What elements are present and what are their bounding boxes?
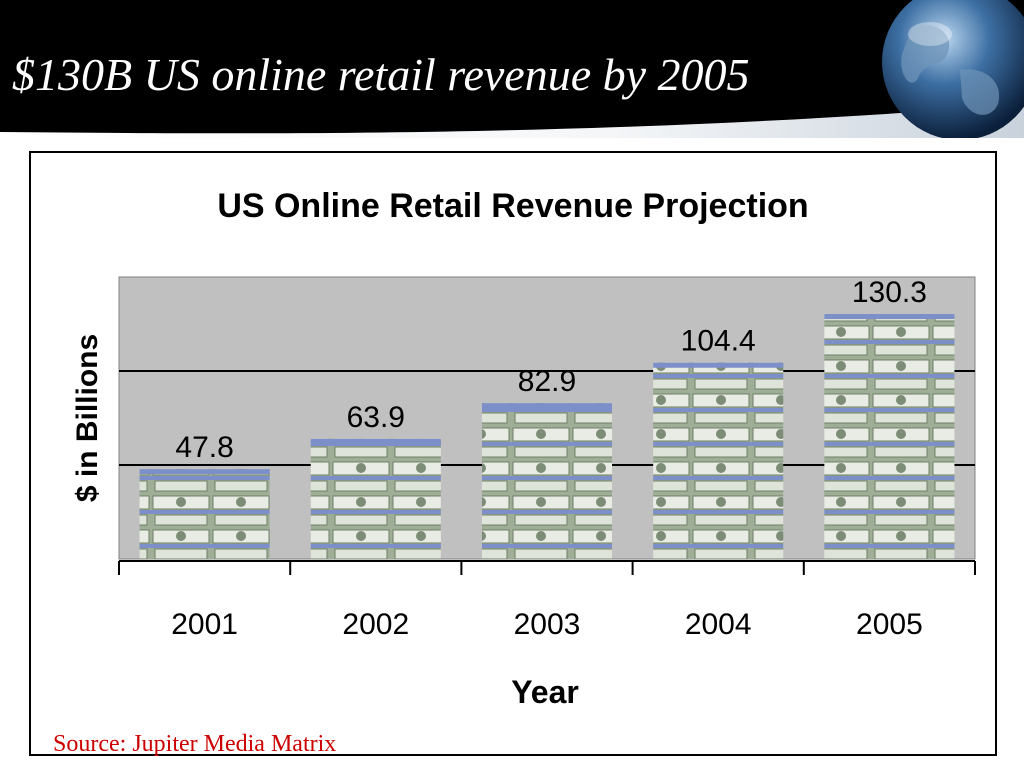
bar-top-band [310,438,441,444]
slide-header: $130B US online retail revenue by 2005 [0,0,1024,138]
bar-top-band [481,403,613,409]
bar-2003 [481,403,613,559]
header-wave-decoration [0,0,1024,138]
bar-top-band [653,362,784,368]
bar-2002 [310,438,441,559]
x-tick-label: 2005 [856,608,923,641]
data-label: 82.9 [518,365,576,398]
data-label: 47.8 [175,431,233,464]
globe-icon [882,0,1024,138]
bar-2001 [139,469,270,559]
chart-title: US Online Retail Revenue Projection [217,187,808,225]
bar-2005 [824,314,955,559]
source-note: Source: Jupiter Media Matrix [53,731,337,757]
y-axis-title: $ in Billions [71,334,104,502]
bar-top-band [139,469,270,475]
revenue-bar-chart: 47.8 63.9 82.9 104.4 130.3 2001 2002 2003 2004 20… [71,187,976,710]
x-tick-label: 2002 [342,608,409,641]
data-label: 63.9 [347,401,405,434]
x-tick-label: 2004 [685,608,752,641]
slide-title: $130B US online retail revenue by 2005 [12,49,750,100]
bar-top-band [824,314,955,320]
bar-2004 [653,362,784,559]
data-label: 130.3 [852,276,927,309]
chart-frame: 47.8 63.9 82.9 104.4 130.3 2001 2002 2003 2004 20… [29,151,997,756]
x-tick-label: 2001 [171,608,238,641]
data-label: 104.4 [681,325,756,358]
x-tick-label: 2003 [514,608,581,641]
x-axis-title: Year [511,674,579,710]
